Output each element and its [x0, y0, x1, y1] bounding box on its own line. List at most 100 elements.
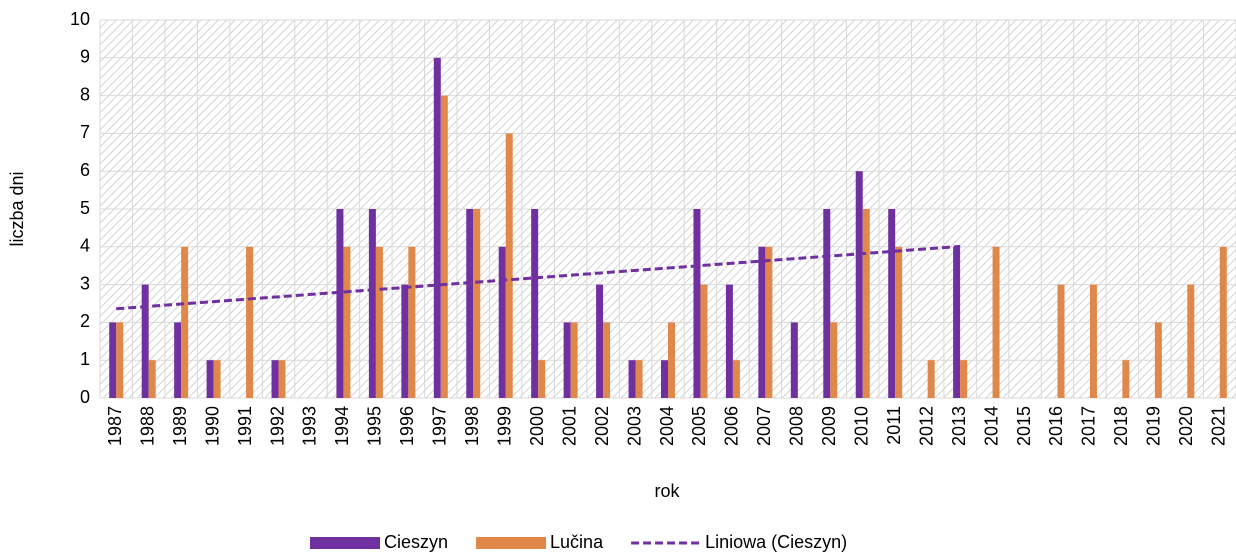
bar: [661, 360, 668, 398]
bar: [953, 246, 961, 398]
x-tick-label: 1989: [170, 406, 190, 446]
x-tick-label: 2021: [1209, 406, 1229, 446]
bar: [206, 360, 214, 398]
legend-label: Lučina: [550, 532, 604, 552]
x-axis-title: rok: [654, 481, 680, 501]
x-tick-label: 2012: [916, 406, 936, 446]
bar: [401, 284, 409, 398]
y-tick-label: 0: [80, 387, 90, 407]
bar: [109, 322, 117, 398]
x-tick-label: 2011: [884, 406, 904, 445]
bar: [505, 133, 513, 398]
bar: [960, 360, 968, 398]
bar: [823, 209, 831, 398]
bar: [830, 322, 838, 398]
bar: [895, 246, 903, 398]
bar: [271, 360, 279, 398]
bar: [927, 360, 935, 398]
x-tick-label: 1994: [332, 406, 352, 446]
x-tick-label: 1998: [462, 406, 482, 446]
bar: [174, 322, 182, 398]
x-tick-label: 1997: [430, 406, 450, 446]
bar: [1154, 322, 1162, 398]
x-tick-label: 2001: [559, 406, 579, 446]
bar: [246, 246, 254, 398]
bar: [563, 322, 571, 398]
bar: [116, 322, 124, 398]
x-tick-label: 2003: [624, 406, 644, 446]
bar: [628, 360, 636, 398]
y-tick-label: 7: [80, 122, 90, 142]
bar: [1122, 360, 1130, 398]
x-tick-label: 2016: [1046, 406, 1066, 446]
y-tick-label: 9: [80, 47, 90, 67]
bar: [1089, 284, 1097, 398]
bar: [732, 360, 740, 398]
bar: [1187, 284, 1195, 398]
x-tick-label: 2002: [592, 406, 612, 446]
x-tick-label: 1999: [494, 406, 514, 446]
y-tick-label: 8: [80, 84, 90, 104]
bar: [992, 246, 1000, 398]
bar: [440, 95, 448, 398]
bar: [375, 246, 383, 398]
bar: [700, 284, 708, 398]
x-tick-label: 2009: [819, 406, 839, 446]
bar: [668, 322, 675, 398]
x-tick-label: 2006: [722, 406, 742, 446]
bar: [765, 246, 773, 398]
x-tick-label: 2008: [787, 406, 807, 446]
legend-label: Liniowa (Cieszyn): [705, 532, 847, 552]
x-tick-label: 2017: [1079, 406, 1099, 446]
bar: [725, 284, 733, 398]
y-tick-label: 4: [80, 236, 90, 256]
bar: [336, 209, 344, 398]
y-tick-label: 6: [80, 160, 90, 180]
bar: [862, 209, 870, 398]
x-tick-label: 2007: [754, 406, 774, 446]
y-axis-title: liczba dni: [7, 171, 27, 246]
x-tick-label: 2013: [949, 406, 969, 446]
x-tick-label: 2018: [1111, 406, 1131, 446]
legend-swatch: [476, 537, 547, 549]
bar: [531, 209, 539, 398]
bar: [473, 209, 481, 398]
y-tick-label: 5: [80, 198, 90, 218]
y-tick-label: 3: [80, 273, 90, 293]
bar: [433, 57, 441, 399]
bar: [596, 284, 604, 398]
bar: [368, 209, 376, 398]
x-tick-label: 2015: [1014, 406, 1034, 446]
bar: [141, 284, 149, 398]
bar: [181, 246, 189, 398]
bar: [408, 246, 416, 398]
x-tick-label: 1995: [365, 406, 385, 446]
bar: [278, 360, 286, 398]
y-tick-label: 10: [70, 9, 90, 29]
bar: [570, 322, 578, 398]
x-tick-label: 1987: [105, 406, 125, 446]
bar: [603, 322, 611, 398]
x-tick-label: 1988: [137, 406, 157, 446]
bar: [466, 209, 474, 398]
legend-label: Cieszyn: [384, 532, 448, 552]
bar: [343, 246, 351, 398]
bar: [148, 360, 156, 398]
x-tick-label: 2005: [689, 406, 709, 446]
x-tick-label: 1993: [300, 406, 320, 446]
bar: [213, 360, 221, 398]
x-tick-label: 2004: [657, 406, 677, 446]
legend-swatch: [310, 537, 380, 549]
bar: [758, 246, 766, 398]
y-tick-label: 1: [80, 349, 90, 369]
x-tick-label: 1996: [397, 406, 417, 446]
trend-line: [116, 244, 961, 311]
bar: [498, 246, 506, 398]
bar: [888, 209, 896, 398]
x-tick-label: 2010: [851, 406, 871, 446]
bar: [790, 322, 798, 398]
y-tick-label: 2: [80, 311, 90, 331]
bar: [693, 209, 701, 398]
x-tick-label: 2019: [1144, 406, 1164, 446]
